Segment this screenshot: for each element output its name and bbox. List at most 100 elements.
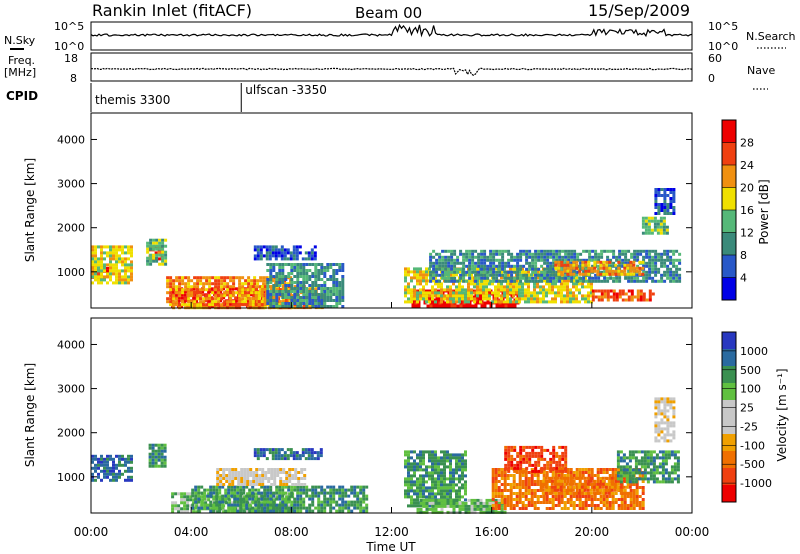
data-cell [320, 278, 324, 281]
data-cell [552, 249, 556, 253]
data-cell [180, 498, 184, 502]
data-cell [428, 453, 431, 457]
data-cell [192, 501, 196, 505]
data-cell [296, 494, 300, 498]
data-cell [527, 477, 531, 480]
data-cell [302, 287, 306, 290]
data-cell [491, 492, 495, 495]
data-cell [471, 258, 475, 262]
data-cell [177, 510, 181, 514]
data-cell [419, 273, 422, 277]
data-cell [663, 279, 667, 283]
data-cell [563, 266, 567, 270]
data-cell [458, 291, 461, 295]
data-cell [594, 273, 598, 277]
data-cell [275, 296, 279, 299]
data-cell [431, 489, 434, 493]
data-cell [212, 497, 216, 501]
data-cell [223, 285, 227, 289]
data-cell [238, 291, 242, 295]
data-cell [255, 474, 259, 477]
data-cell [265, 257, 269, 261]
data-cell [146, 262, 150, 266]
data-cell [317, 503, 321, 507]
data-cell [584, 471, 588, 474]
data-cell [284, 275, 288, 278]
data-cell [560, 495, 564, 498]
data-cell [112, 281, 115, 285]
data-cell [620, 272, 624, 276]
data-cell [106, 272, 109, 276]
data-cell [416, 291, 419, 295]
data-cell [103, 245, 106, 249]
data-cell [675, 273, 679, 277]
data-cell [507, 276, 511, 280]
data-cell [551, 285, 554, 289]
data-cell [552, 261, 556, 265]
data-cell [654, 273, 658, 277]
data-cell [662, 228, 666, 232]
data-cell [404, 267, 407, 271]
data-cell [281, 509, 285, 513]
data-cell [256, 448, 260, 452]
data-cell [551, 288, 554, 292]
data-cell [642, 258, 646, 262]
data-cell [494, 489, 498, 492]
data-cell [563, 480, 567, 483]
data-cell [187, 300, 191, 304]
data-cell [533, 294, 536, 298]
data-cell [109, 275, 112, 279]
data-cell [603, 249, 607, 253]
data-cell [510, 304, 514, 308]
data-cell [231, 474, 235, 477]
data-cell [596, 272, 600, 276]
data-cell [172, 300, 176, 304]
data-cell [169, 282, 173, 286]
data-cell [482, 291, 485, 295]
data-cell [305, 278, 309, 281]
data-cell [91, 281, 94, 285]
data-cell [130, 460, 133, 464]
data-cell [531, 258, 535, 262]
data-cell [277, 454, 281, 458]
data-cell [452, 480, 455, 484]
data-cell [284, 278, 288, 281]
data-cell [521, 480, 525, 483]
data-cell [233, 497, 237, 501]
data-cell [554, 263, 558, 267]
data-cell [558, 279, 562, 283]
data-cell [241, 297, 245, 301]
data-cell [297, 471, 301, 474]
data-cell [419, 483, 422, 487]
data-cell [494, 468, 498, 471]
data-cell [320, 488, 324, 492]
data-cell [612, 276, 616, 280]
data-cell [659, 222, 663, 226]
data-cell [453, 267, 457, 271]
data-cell [263, 303, 267, 307]
data-cell [642, 264, 646, 268]
data-cell [569, 468, 573, 471]
data-cell [274, 251, 278, 255]
data-cell [296, 278, 300, 281]
data-cell [464, 507, 468, 511]
data-cell [515, 288, 518, 292]
data-cell [292, 257, 296, 261]
data-cell [437, 504, 441, 508]
data-cell [452, 510, 456, 514]
data-cell [127, 266, 130, 270]
colorbar-swatch [722, 210, 736, 233]
data-cell [149, 256, 153, 260]
nave-tick-bottom: 0 [708, 72, 715, 85]
data-cell [97, 260, 100, 264]
data-cell [347, 506, 351, 510]
data-cell [648, 270, 652, 274]
data-cell [576, 255, 580, 259]
data-cell [666, 258, 670, 262]
data-cell [578, 300, 581, 304]
data-cell [470, 279, 473, 283]
data-cell [326, 299, 330, 302]
data-cell [425, 468, 428, 472]
data-cell [542, 300, 545, 304]
data-cell [555, 258, 559, 262]
